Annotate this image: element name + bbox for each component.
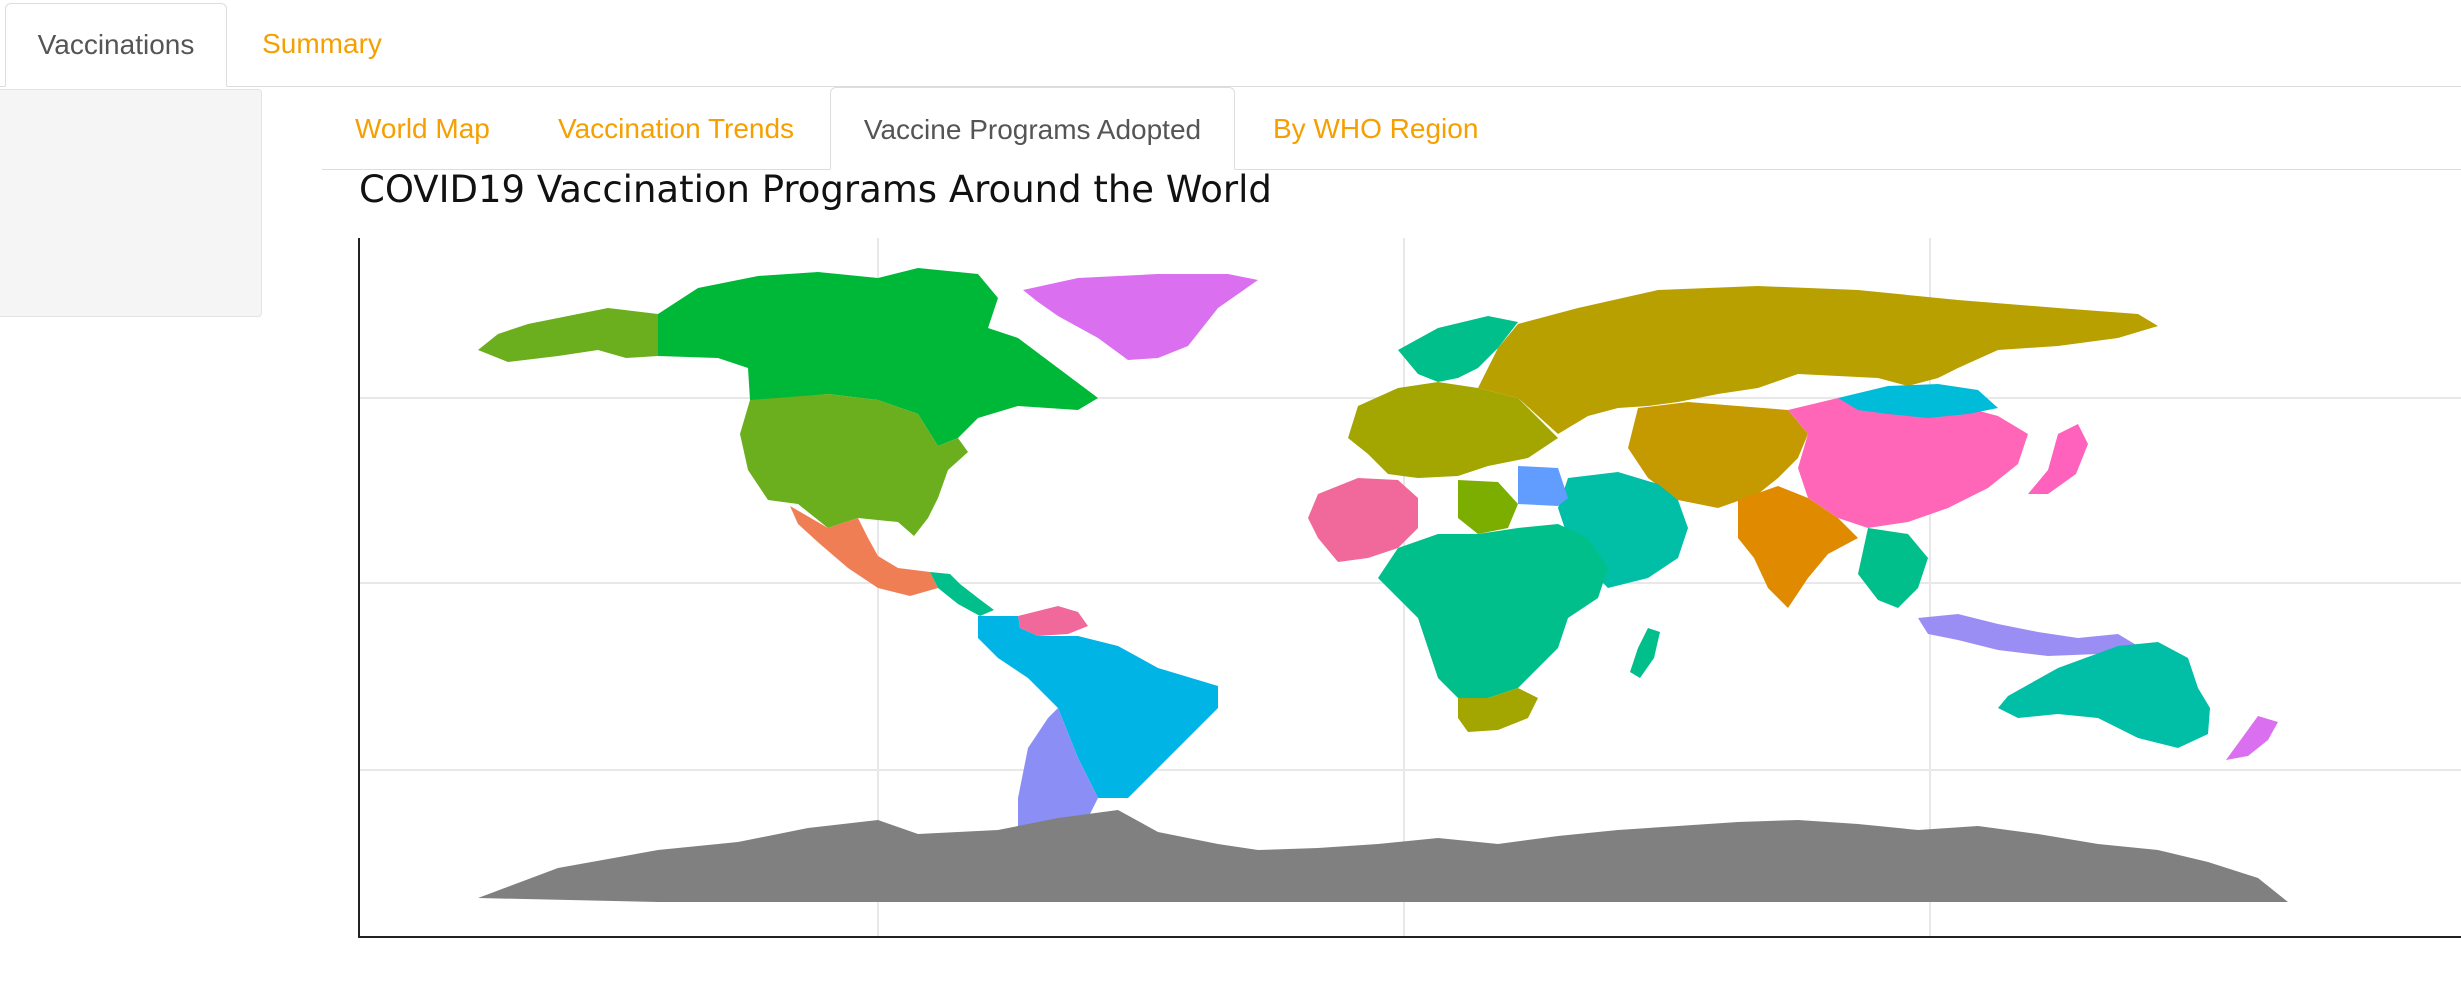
sub-tabset: World Map Vaccination Trends Vaccine Pro… — [322, 87, 2461, 170]
chart-title: COVID19 Vaccination Programs Around the … — [359, 168, 1272, 211]
tab-by-who-region[interactable]: By WHO Region — [1273, 113, 1479, 144]
map-region-china — [1788, 394, 2028, 528]
map-region-indonesia — [1918, 614, 2138, 656]
map-region-madagascar — [1630, 628, 1660, 678]
map-region-mongolia — [1838, 384, 1998, 418]
map-region-antarctica — [478, 810, 2288, 902]
tab-vaccination-trends[interactable]: Vaccination Trends — [558, 113, 795, 144]
map-regions — [478, 268, 2288, 902]
map-region-canada — [658, 268, 1098, 446]
tab-world-map[interactable]: World Map — [355, 113, 490, 144]
map-region-venezuela — [1018, 606, 1088, 636]
map-region-southeast-asia — [1858, 528, 1928, 608]
map-region-scandinavia — [1398, 316, 1518, 382]
tab-summary[interactable]: Summary — [262, 28, 382, 59]
map-region-libya — [1458, 480, 1518, 534]
map-region-japan — [2028, 424, 2088, 494]
map-region-new-zealand — [2226, 716, 2278, 760]
tab-vaccine-programs-adopted[interactable]: Vaccine Programs Adopted — [830, 87, 1235, 170]
map-region-russia — [1478, 286, 2158, 434]
map-region-western-europe — [1348, 382, 1558, 478]
map-region-united-states — [740, 394, 968, 536]
world-map — [358, 238, 2461, 938]
map-region-mexico — [790, 506, 938, 596]
map-region-alaska — [478, 308, 658, 362]
main-tabset: Vaccinations Summary — [0, 0, 2461, 87]
map-region-australia — [1998, 642, 2210, 748]
map-region-central-asia — [1628, 402, 1808, 508]
map-region-india — [1738, 486, 1858, 608]
map-region-central-africa — [1378, 524, 1608, 698]
map-region-southern-africa — [1458, 688, 1538, 732]
sidebar-panel — [0, 89, 262, 317]
map-region-central-america — [930, 572, 994, 616]
map-region-south-america — [978, 616, 1218, 798]
map-region-egypt — [1518, 466, 1568, 506]
map-region-west-africa — [1308, 478, 1418, 562]
tab-vaccinations[interactable]: Vaccinations — [5, 3, 227, 87]
map-region-greenland — [1023, 274, 1258, 360]
